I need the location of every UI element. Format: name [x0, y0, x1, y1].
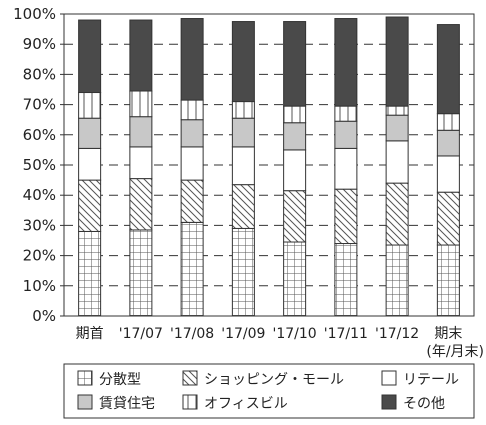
legend-swatch-grid	[77, 370, 93, 386]
legend-label: オフィスビル	[204, 396, 288, 412]
plot-frame	[63, 13, 475, 317]
bar-segment-darkgray	[129, 19, 153, 92]
bar-segment-lightgray	[283, 122, 307, 151]
bar-segment-grid	[283, 241, 307, 317]
bar-segment-grid	[129, 229, 153, 317]
bar-segment-diagonal	[436, 191, 460, 246]
legend-label: リテール	[403, 372, 459, 388]
bar-segment-lightgray	[129, 116, 153, 148]
legend-label: ショッピング・モール	[204, 372, 344, 388]
bar-segment-vertical	[334, 105, 358, 122]
y-tick-label: 0%	[32, 307, 56, 325]
bar-segment-diagonal	[283, 190, 307, 243]
x-category-label: '17/09	[221, 326, 265, 342]
y-tick-label: 70%	[23, 96, 56, 114]
bar-segment-darkgray	[334, 18, 358, 107]
bar-segment-darkgray	[436, 24, 460, 115]
y-tick-label: 60%	[23, 126, 56, 144]
bar-segment-vertical	[180, 99, 204, 121]
x-category-label: '17/11	[324, 326, 368, 342]
bar-segment-diagonal	[78, 179, 102, 232]
legend-label: 賃貸住宅	[99, 396, 155, 412]
legend-frame	[63, 363, 475, 419]
bar-segment-diagonal	[180, 179, 204, 223]
bar-segment-diagonal	[129, 178, 153, 231]
bar-segment-lightgray	[231, 117, 255, 148]
bar-segment-white	[436, 155, 460, 193]
bar-segment-vertical	[78, 92, 102, 119]
bar-segment-vertical	[436, 113, 460, 131]
x-axis-unit-note: (年/月末)	[426, 344, 484, 360]
bar-segment-diagonal	[231, 184, 255, 229]
axes	[60, 13, 475, 317]
bar-segment-grid	[385, 244, 409, 317]
bar-segment-darkgray	[231, 21, 255, 103]
bar-segment-lightgray	[385, 114, 409, 142]
bar-segment-lightgray	[78, 117, 102, 149]
bar-segment-white	[283, 149, 307, 192]
y-tick-label: 30%	[23, 216, 56, 234]
bar-segment-grid	[334, 243, 358, 317]
bars	[78, 16, 460, 317]
legend-swatch-lightgray	[77, 394, 93, 410]
y-tick-label: 10%	[23, 277, 56, 295]
y-tick-label: 80%	[23, 65, 56, 83]
x-category-label: '17/08	[170, 326, 214, 342]
x-category-label: '17/10	[273, 326, 317, 342]
legend-swatch-white	[381, 370, 397, 386]
bar-segment-white	[180, 146, 204, 181]
bar-segment-darkgray	[180, 18, 204, 101]
bar-segment-diagonal	[334, 188, 358, 245]
x-category-label: 期首	[76, 326, 104, 342]
axis-labels: 0% 10% 20% 30% 40% 50% 60% 70% 80% 90% 100% 期首 '17/0…	[13, 5, 484, 360]
legend-label: その他	[403, 396, 445, 412]
bar-segment-white	[334, 147, 358, 190]
bar-segment-vertical	[231, 101, 255, 119]
y-tick-label: 20%	[23, 247, 56, 265]
y-tick-label: 90%	[23, 35, 56, 53]
bar-segment-white	[231, 146, 255, 186]
bar-segment-lightgray	[180, 119, 204, 148]
bar-segment-lightgray	[436, 129, 460, 157]
bar-segment-grid	[78, 230, 102, 317]
x-category-label: '17/07	[119, 326, 163, 342]
legend-swatch-vertical	[182, 394, 198, 410]
bar-segment-vertical	[385, 105, 409, 116]
bar-segment-white	[129, 146, 153, 180]
y-tick-label: 100%	[13, 5, 56, 23]
x-category-label: '17/12	[375, 326, 419, 342]
bar-segment-darkgray	[283, 21, 307, 107]
bar-segment-white	[385, 140, 409, 184]
gridlines	[64, 43, 474, 287]
bar-segment-darkgray	[385, 16, 409, 107]
bar-segment-lightgray	[334, 120, 358, 149]
y-tick-label: 50%	[23, 156, 56, 174]
legend-swatch-diagonal	[182, 370, 198, 386]
bar-segment-darkgray	[78, 19, 102, 94]
bar-segment-diagonal	[385, 182, 409, 246]
bar-segment-grid	[436, 244, 460, 317]
y-tick-label: 40%	[23, 186, 56, 204]
bar-segment-vertical	[283, 105, 307, 124]
bar-segment-grid	[231, 227, 255, 317]
legend-swatch-darkgray	[381, 394, 397, 410]
bar-segment-vertical	[129, 90, 153, 118]
bar-segment-white	[78, 147, 102, 181]
bar-segment-grid	[180, 221, 204, 317]
x-category-label: 期末	[434, 326, 462, 342]
legend-label: 分散型	[99, 372, 141, 388]
